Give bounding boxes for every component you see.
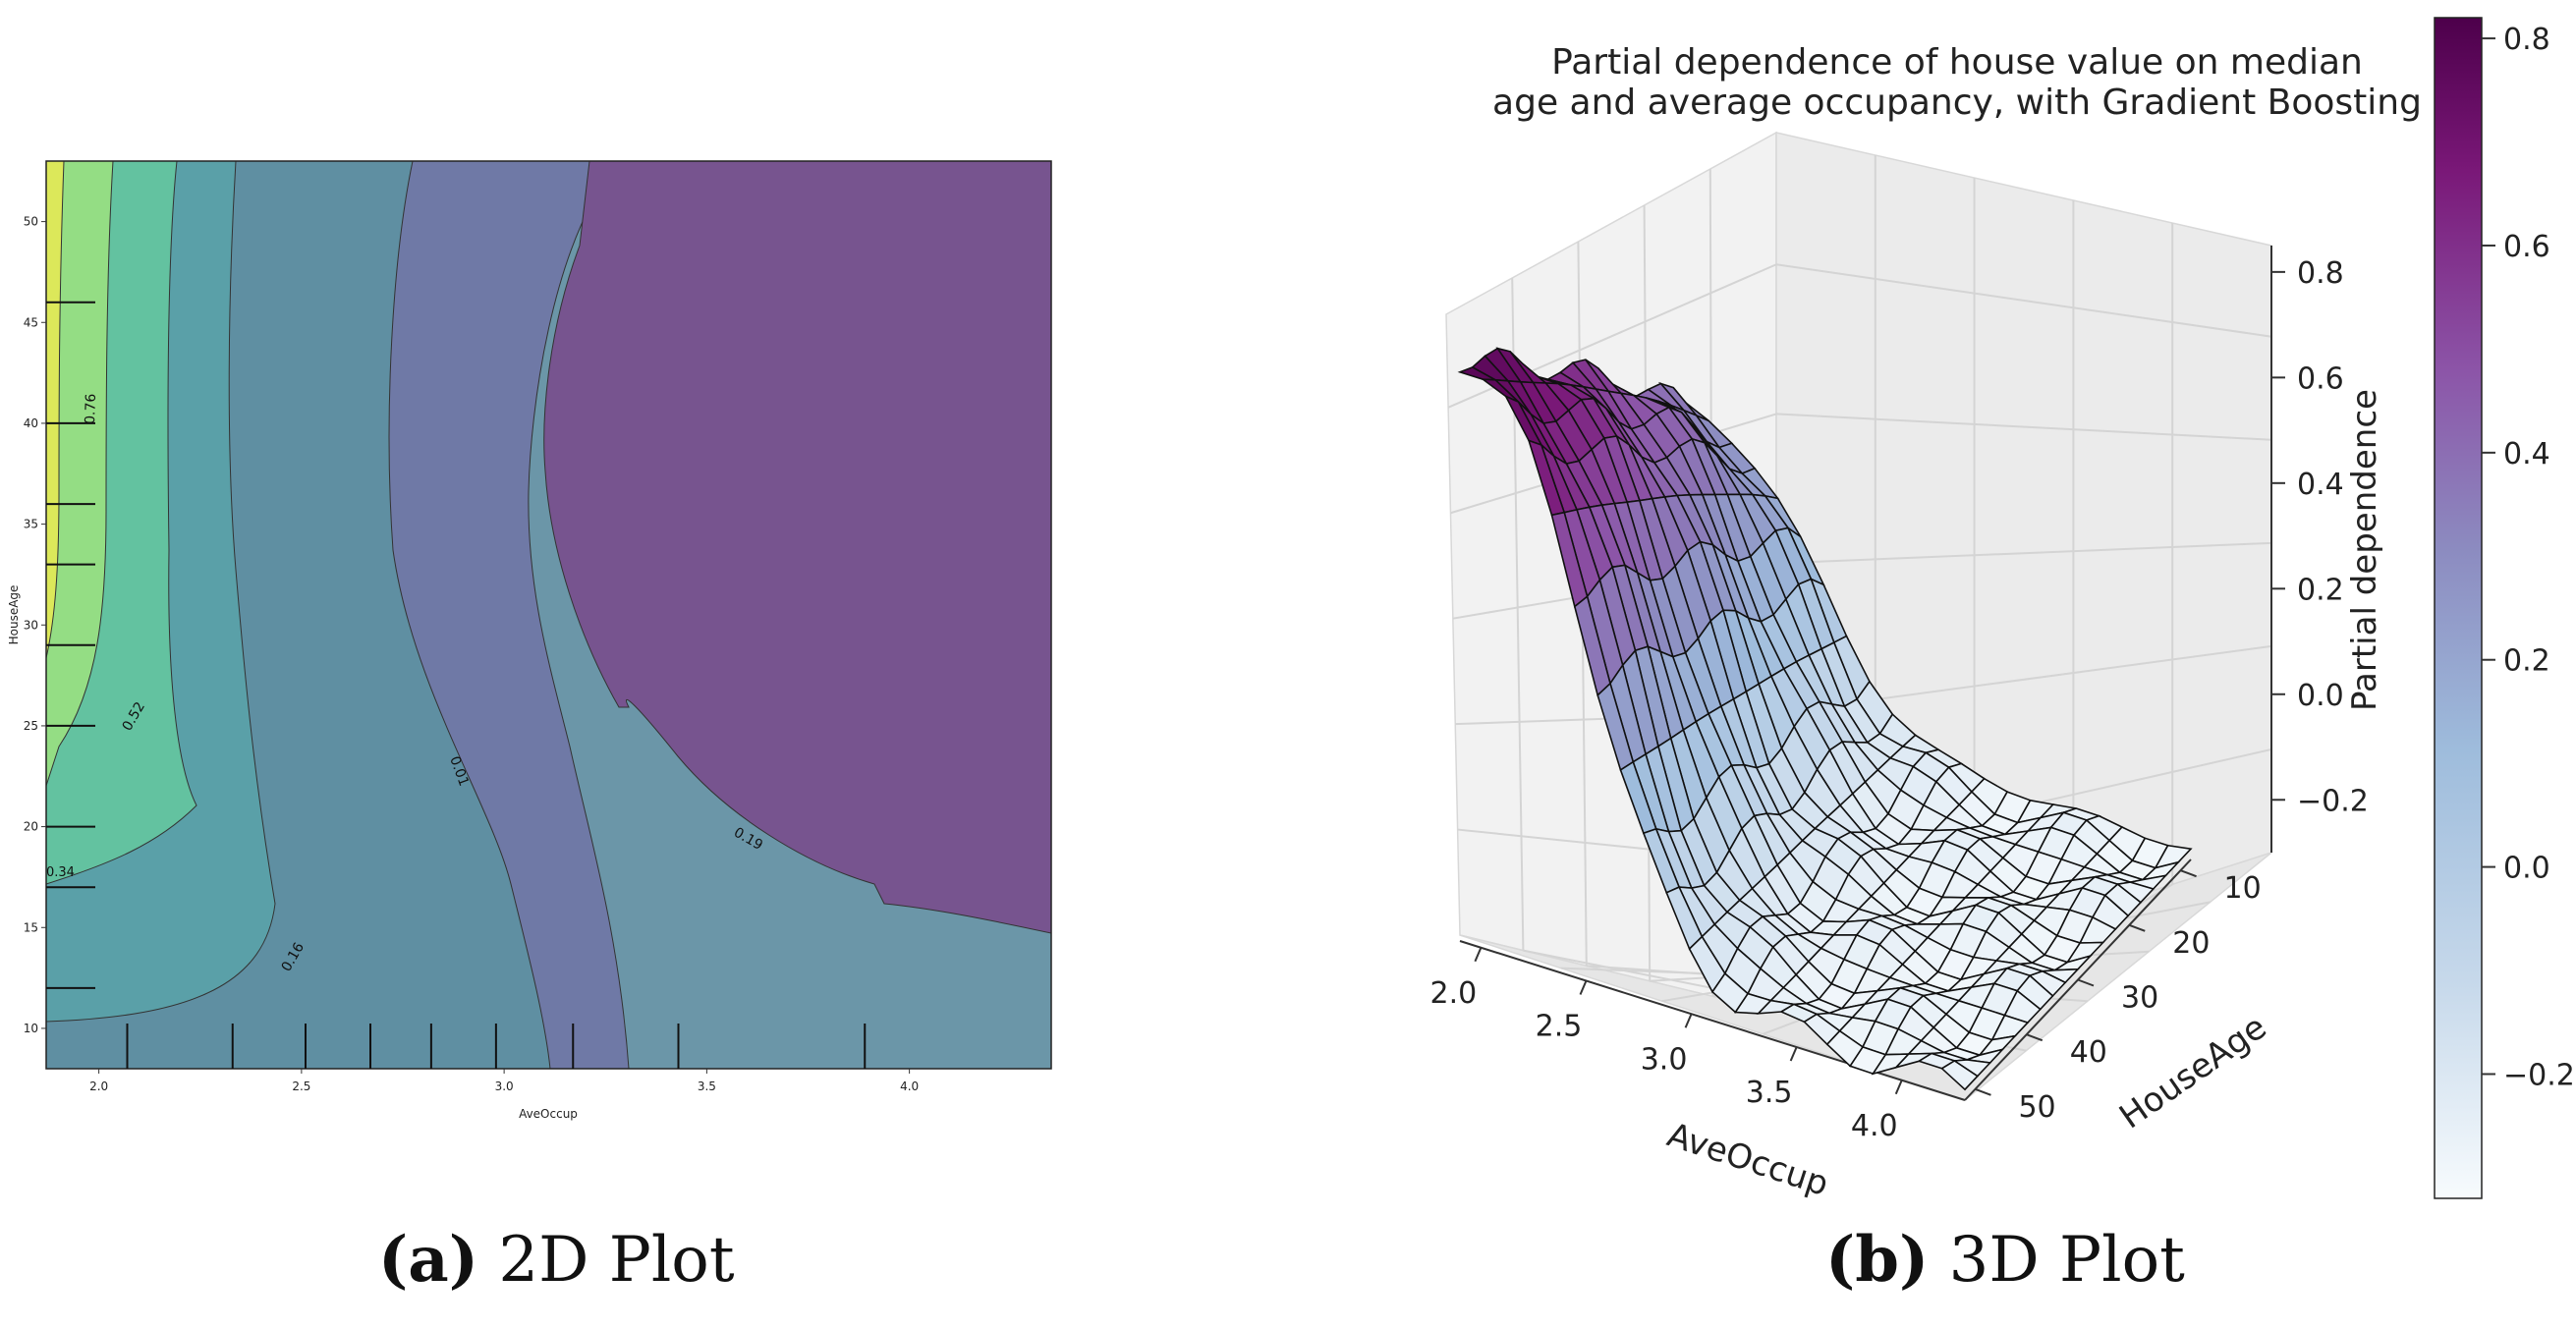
x-tick-mark [1474,947,1483,963]
contour-region-lowest [543,161,1051,934]
x-tick-label: 4.0 [1851,1109,1898,1143]
x-tick-label: 3.5 [698,1080,716,1093]
contour-level-label: 0.76 [83,393,99,424]
y-tick-label: 20 [24,820,38,834]
y-tick-label: 20 [2172,926,2210,961]
z-axis-label: Partial dependence [2345,389,2384,711]
x-tick-label: 2.5 [1536,1010,1583,1044]
rug-marks [46,301,867,1069]
z-tick-label: 0.0 [2297,679,2344,713]
x-axis-ticks: 4.0 3.5 3.0 2.5 2.0 [1430,947,1903,1143]
y-tick-mark [2026,1033,2044,1042]
x-axis-ticks: 2.0 2.5 3.0 3.5 4.0 [89,1069,919,1093]
y-axis-ticks: 10 15 20 25 30 35 40 45 50 [24,215,46,1035]
x-axis-line [1459,940,1966,1101]
x-tick-label: 4.0 [900,1080,919,1093]
surface-mesh [1457,347,2193,1091]
surface-patch [1940,1060,1980,1091]
colorbar [2434,17,2483,1199]
y-tick-label: 40 [2070,1035,2107,1070]
x-tick-label: 2.5 [292,1080,310,1093]
y-tick-label: 45 [24,315,38,329]
x-tick-label: 2.0 [1430,976,1478,1011]
x-axis-label: AveOccup [519,1107,578,1121]
grid-line [1775,413,2272,441]
chart-title-line-2: age and average occupancy, with Gradient… [1492,83,2422,123]
y-tick-label: 10 [24,1022,38,1035]
z-axis-ticks: 0.8 0.6 0.4 0.2 0.0 −0.2 [2271,256,2369,818]
contour-plot-panel: 0.76 0.52 0.34 0.16 0.01 0.19 2.0 2.5 3.0 3… [7,160,1052,1121]
y-tick-label: 30 [2121,981,2158,1016]
colorbar-ticks: 0.8 0.6 0.4 0.2 0.0 −0.2 [2482,23,2575,1092]
y-axis-label: HouseAge [7,585,21,645]
colorbar-tick-label: 0.8 [2503,23,2550,57]
colorbar-tick-label: 0.4 [2503,437,2550,471]
y-tick-label: 15 [24,920,38,934]
z-tick-label: −0.2 [2297,784,2369,818]
x-tick-label: 3.5 [1746,1076,1793,1110]
colorbar-tick-label: 0.2 [2503,644,2550,679]
y-axis-ticks: 10 20 30 40 50 [1975,869,2262,1125]
y-tick-label: 50 [24,215,38,229]
chart-title-line-1: Partial dependence of house value on med… [1551,42,2363,83]
x-tick-label: 3.0 [495,1080,514,1093]
y-tick-mark [2128,923,2146,932]
y-tick-label: 50 [2018,1090,2055,1125]
colorbar-tick-label: 0.6 [2503,230,2550,264]
contour-regions [46,161,1051,1069]
x-axis-label: AveOccup [1662,1116,1833,1204]
y-tick-label: 35 [24,518,38,531]
y-tick-mark [2180,869,2197,878]
y-tick-mark [2077,978,2095,987]
x-tick-mark [1789,1046,1798,1062]
y-axis-label: HouseAge [2112,1008,2273,1137]
colorbar-tick-label: 0.0 [2503,852,2550,886]
contour-region-high [46,161,114,787]
grid-line [1775,541,2272,565]
y-tick-label: 10 [2224,871,2262,906]
x-tick-mark [1684,1013,1693,1028]
z-tick-label: 0.2 [2297,573,2344,607]
x-tick-label: 3.0 [1641,1042,1688,1077]
z-tick-label: 0.8 [2297,256,2344,291]
contour-region-highest [46,161,65,659]
z-tick-label: 0.6 [2297,361,2344,396]
y-tick-label: 30 [24,618,38,632]
x-tick-mark [1579,980,1588,995]
x-tick-mark [1894,1080,1903,1095]
y-tick-mark [1975,1087,1991,1096]
y-tick-label: 40 [24,416,38,430]
x-tick-label: 2.0 [89,1080,108,1093]
grid-line [1775,263,2272,338]
surface-plot-panel: Partial dependence of house value on med… [1430,17,2575,1204]
contour-level-label: 0.34 [46,865,75,880]
z-tick-label: 0.4 [2297,468,2344,502]
contour-axes-frame [45,160,1052,1070]
colorbar-tick-label: −0.2 [2503,1058,2575,1092]
y-tick-label: 25 [24,719,38,733]
